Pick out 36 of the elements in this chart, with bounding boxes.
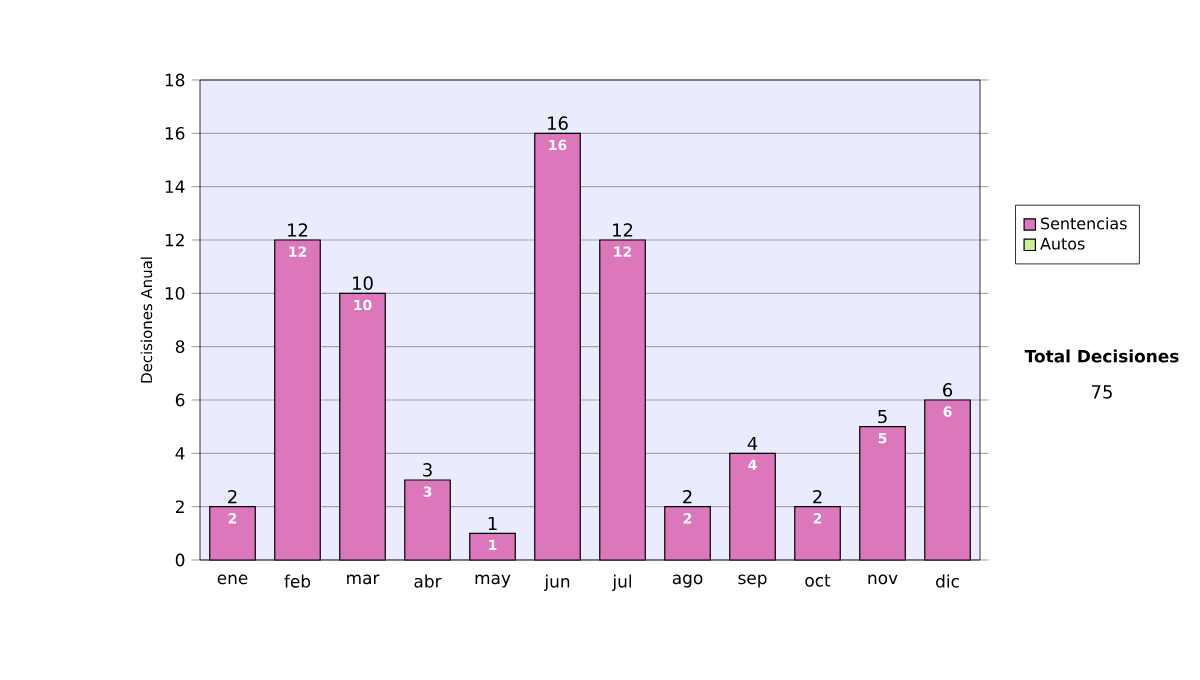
y-tick-label: 8 [175, 340, 185, 354]
y-tick-label: 18 [165, 73, 185, 87]
total-label: 12 [288, 223, 308, 237]
y-tick-label: 2 [175, 500, 184, 513]
x-tick-label: feb [284, 574, 311, 588]
total-label: 3 [423, 463, 432, 477]
total-label: 2 [683, 489, 692, 504]
y-tick-label: 16 [165, 126, 185, 140]
total-label: 10 [353, 276, 373, 290]
total-label: 12 [613, 223, 633, 237]
x-tick-label: jul [612, 574, 632, 591]
y-tick-label: 4 [175, 447, 185, 460]
total-label: 5 [878, 409, 887, 424]
x-tick-label: ene [217, 574, 248, 585]
y-tick-label: 10 [165, 286, 185, 300]
total-label: 16 [548, 116, 568, 130]
x-tick-label: abr [414, 574, 442, 588]
x-tick-label: nov [868, 574, 898, 585]
x-tick-label: oct [805, 574, 831, 587]
total-label: 2 [228, 489, 237, 504]
y-tick-label: 14 [165, 180, 185, 193]
x-tick-label: dic [936, 574, 959, 588]
total-label: 2 [813, 489, 822, 504]
total-label: 1 [488, 516, 497, 530]
y-tick-label: 6 [175, 393, 185, 407]
x-tick-label: ago [672, 574, 703, 588]
x-tick-label: jun [544, 574, 570, 591]
text: Total Decisiones [1024, 349, 1179, 363]
text: 75 [1092, 385, 1112, 399]
y-tick-label: 0 [175, 553, 185, 567]
x-tick-label: may [475, 574, 511, 588]
x-tick-label: sep [738, 574, 767, 588]
y-tick-label: 12 [165, 233, 184, 247]
total-label: 6 [943, 383, 953, 397]
total-label: 4 [747, 436, 758, 450]
x-tick-label: mar [347, 574, 380, 585]
